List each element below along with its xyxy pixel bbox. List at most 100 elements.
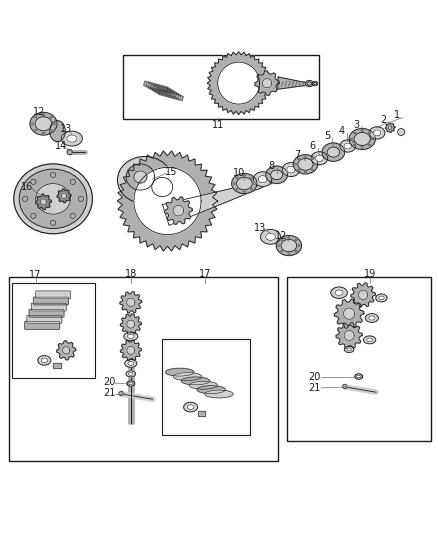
Ellipse shape (344, 143, 352, 149)
Ellipse shape (127, 334, 134, 338)
Ellipse shape (197, 386, 225, 393)
Ellipse shape (19, 169, 87, 229)
Ellipse shape (305, 80, 313, 87)
Ellipse shape (281, 239, 283, 240)
Polygon shape (389, 126, 392, 130)
Polygon shape (57, 189, 71, 203)
Text: 16: 16 (21, 182, 33, 192)
FancyBboxPatch shape (25, 321, 60, 329)
Polygon shape (278, 77, 306, 89)
Polygon shape (336, 322, 362, 349)
Circle shape (50, 172, 56, 177)
Ellipse shape (322, 143, 345, 161)
Polygon shape (164, 197, 192, 224)
Bar (146, 83, 170, 93)
Ellipse shape (61, 131, 82, 146)
Text: 4: 4 (339, 126, 345, 136)
Ellipse shape (166, 368, 194, 376)
Circle shape (50, 220, 56, 225)
Ellipse shape (38, 356, 51, 365)
Ellipse shape (347, 348, 351, 351)
Ellipse shape (254, 172, 272, 187)
FancyBboxPatch shape (29, 309, 64, 317)
Ellipse shape (271, 170, 283, 180)
Text: 14: 14 (55, 141, 67, 151)
Bar (150, 85, 175, 95)
Ellipse shape (369, 132, 371, 134)
Ellipse shape (266, 233, 276, 240)
Ellipse shape (42, 132, 45, 134)
Ellipse shape (314, 83, 317, 85)
Text: 12: 12 (275, 231, 288, 241)
Text: 21: 21 (103, 388, 115, 398)
Polygon shape (351, 283, 375, 307)
Bar (159, 90, 183, 101)
Ellipse shape (304, 171, 307, 173)
Ellipse shape (251, 177, 253, 179)
Polygon shape (218, 62, 260, 104)
Circle shape (398, 128, 405, 135)
Polygon shape (61, 193, 67, 198)
Bar (157, 89, 181, 99)
Ellipse shape (35, 116, 37, 118)
Ellipse shape (278, 245, 279, 246)
Polygon shape (344, 330, 354, 341)
Bar (144, 81, 168, 92)
Ellipse shape (311, 158, 314, 159)
Ellipse shape (365, 313, 378, 322)
Polygon shape (358, 290, 368, 300)
Ellipse shape (261, 229, 281, 244)
Text: 3: 3 (353, 119, 360, 130)
Bar (148, 84, 173, 94)
Circle shape (119, 391, 124, 395)
Ellipse shape (126, 371, 136, 377)
Ellipse shape (187, 405, 194, 409)
Circle shape (67, 149, 72, 155)
Ellipse shape (30, 112, 57, 135)
Text: 12: 12 (32, 107, 45, 117)
Bar (155, 87, 179, 98)
Ellipse shape (173, 373, 202, 381)
Ellipse shape (276, 236, 301, 256)
Ellipse shape (349, 128, 375, 149)
Ellipse shape (311, 169, 314, 171)
Ellipse shape (232, 174, 257, 193)
Polygon shape (127, 298, 135, 306)
Ellipse shape (134, 171, 147, 183)
Ellipse shape (295, 164, 297, 165)
Ellipse shape (41, 358, 47, 362)
Ellipse shape (293, 155, 318, 174)
Ellipse shape (340, 140, 356, 152)
Circle shape (70, 213, 75, 219)
Text: 6: 6 (310, 141, 316, 151)
Circle shape (343, 384, 347, 389)
Text: 19: 19 (364, 269, 376, 279)
Ellipse shape (372, 138, 374, 140)
FancyBboxPatch shape (27, 316, 62, 323)
Ellipse shape (152, 177, 173, 197)
Text: 20: 20 (103, 377, 115, 387)
Text: 1: 1 (394, 110, 400, 120)
Ellipse shape (379, 296, 384, 300)
Polygon shape (117, 151, 218, 251)
Ellipse shape (369, 144, 371, 146)
Ellipse shape (32, 123, 34, 125)
Polygon shape (255, 71, 279, 95)
Ellipse shape (283, 163, 300, 176)
Bar (198, 411, 205, 416)
Polygon shape (63, 346, 70, 354)
Circle shape (78, 196, 84, 201)
Ellipse shape (117, 157, 172, 204)
Ellipse shape (49, 120, 65, 142)
Polygon shape (35, 194, 51, 210)
Bar (146, 83, 170, 93)
Polygon shape (120, 314, 141, 335)
Bar (157, 89, 181, 99)
Ellipse shape (350, 138, 353, 140)
Ellipse shape (373, 130, 381, 136)
Bar (152, 86, 177, 97)
Polygon shape (262, 78, 272, 88)
Polygon shape (127, 346, 135, 354)
Bar (53, 362, 61, 368)
Ellipse shape (361, 130, 363, 131)
